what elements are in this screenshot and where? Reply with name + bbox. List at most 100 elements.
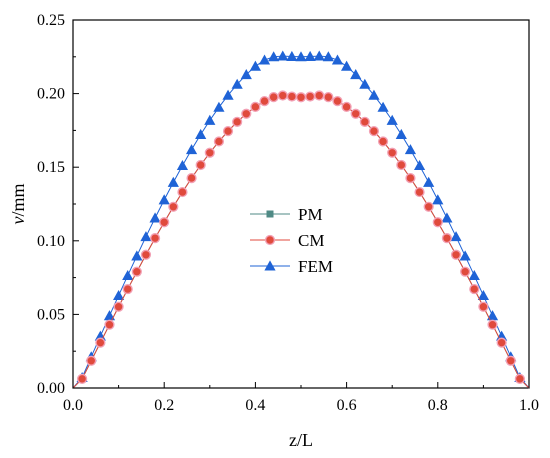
series-fem bbox=[72, 50, 530, 389]
data-point-fem bbox=[249, 60, 261, 71]
data-point-cm bbox=[186, 172, 197, 184]
data-point-cm bbox=[104, 319, 115, 330]
data-point-cm bbox=[259, 96, 270, 107]
data-point-fem bbox=[113, 289, 125, 301]
data-point-fem bbox=[486, 310, 499, 321]
data-point-fem bbox=[341, 60, 353, 71]
legend-swatch-marker bbox=[264, 234, 276, 246]
data-point-fem bbox=[386, 114, 398, 125]
y-tick-label: 0.10 bbox=[37, 233, 65, 250]
data-point-cm bbox=[159, 217, 170, 228]
data-point-fem bbox=[167, 176, 179, 187]
data-point-cm bbox=[213, 136, 225, 147]
data-point-fem bbox=[103, 310, 116, 321]
legend-item-cm: CM bbox=[250, 231, 324, 250]
legend-item-pm: PM bbox=[250, 205, 323, 224]
data-point-fem bbox=[468, 269, 480, 281]
x-tick-label: 1.0 bbox=[519, 397, 539, 414]
y-tick-label: 0.05 bbox=[37, 306, 65, 323]
data-point-fem bbox=[395, 128, 407, 140]
x-tick-label: 0.2 bbox=[154, 397, 174, 414]
data-point-fem bbox=[377, 101, 389, 112]
data-point-cm bbox=[232, 116, 243, 127]
data-point-cm bbox=[131, 266, 142, 277]
data-point-cm bbox=[368, 126, 380, 137]
data-point-fem bbox=[477, 289, 489, 301]
data-point-cm bbox=[86, 355, 97, 366]
data-point-cm bbox=[432, 217, 443, 228]
data-point-fem bbox=[185, 144, 198, 155]
data-point-cm bbox=[95, 337, 106, 348]
data-point-cm bbox=[241, 108, 252, 119]
data-point-cm bbox=[441, 233, 453, 244]
plot-area bbox=[72, 19, 530, 389]
data-point-cm bbox=[496, 337, 507, 348]
data-point-fem bbox=[459, 250, 471, 261]
data-point-cm bbox=[314, 90, 325, 101]
data-point-fem bbox=[158, 194, 170, 205]
data-point-fem bbox=[331, 54, 344, 65]
data-point-cm bbox=[478, 301, 489, 312]
x-tick-label: 0.6 bbox=[337, 397, 357, 414]
data-point-cm bbox=[405, 172, 416, 184]
data-point-cm bbox=[286, 91, 297, 102]
data-point-fem bbox=[122, 269, 134, 281]
legend-item-fem: FEM bbox=[250, 257, 333, 276]
data-point-cm bbox=[140, 249, 152, 260]
x-tick-label: 0.4 bbox=[245, 397, 265, 414]
data-point-cm bbox=[268, 92, 279, 103]
data-point-cm bbox=[469, 283, 480, 295]
y-axis-label: v/mm bbox=[8, 183, 28, 224]
x-tick-label: 0.8 bbox=[428, 397, 448, 414]
data-point-cm bbox=[423, 201, 434, 212]
data-point-fem bbox=[222, 89, 234, 100]
data-point-fem bbox=[304, 50, 316, 61]
data-point-fem bbox=[413, 159, 426, 171]
data-point-cm bbox=[168, 201, 179, 212]
data-point-cm bbox=[350, 108, 361, 119]
data-point-fem bbox=[286, 50, 298, 61]
data-point-fem bbox=[213, 101, 225, 112]
data-point-cm bbox=[250, 101, 261, 112]
y-axis-label-unit: /mm bbox=[8, 183, 28, 216]
data-point-fem bbox=[195, 128, 207, 140]
data-point-fem bbox=[140, 231, 152, 242]
series-cm bbox=[72, 90, 530, 389]
y-tick-label: 0.25 bbox=[37, 12, 65, 29]
data-point-fem bbox=[359, 78, 371, 89]
y-tick-label: 0.15 bbox=[37, 159, 65, 176]
data-point-cm bbox=[222, 126, 234, 137]
data-point-cm bbox=[359, 116, 370, 127]
legend-swatch-marker bbox=[266, 210, 274, 218]
data-point-fem bbox=[450, 231, 462, 242]
data-point-fem bbox=[176, 159, 189, 171]
legend-label: PM bbox=[298, 205, 323, 224]
data-point-fem bbox=[322, 51, 334, 62]
data-point-fem bbox=[131, 250, 143, 261]
data-point-fem bbox=[432, 194, 444, 205]
data-point-cm bbox=[295, 92, 307, 103]
data-point-cm bbox=[341, 101, 352, 112]
data-point-cm bbox=[195, 159, 206, 171]
data-point-cm bbox=[377, 136, 389, 147]
data-point-fem bbox=[295, 51, 307, 62]
data-point-cm bbox=[204, 147, 215, 158]
legend-swatch-marker bbox=[264, 260, 276, 271]
data-point-cm bbox=[277, 90, 288, 101]
data-point-fem bbox=[277, 50, 289, 61]
x-tick-label: 0.0 bbox=[63, 397, 83, 414]
data-point-cm bbox=[177, 186, 188, 198]
data-point-fem bbox=[404, 144, 417, 155]
data-point-fem bbox=[350, 69, 362, 80]
data-point-fem bbox=[258, 54, 271, 65]
data-point-cm bbox=[387, 147, 398, 158]
data-point-cm bbox=[149, 233, 161, 244]
legend-label: CM bbox=[298, 231, 324, 250]
data-point-cm bbox=[460, 266, 471, 277]
data-point-cm bbox=[323, 92, 334, 103]
data-point-cm bbox=[414, 186, 425, 198]
data-point-cm bbox=[487, 319, 498, 330]
data-point-fem bbox=[231, 78, 243, 89]
data-point-fem bbox=[268, 51, 280, 62]
data-point-cm bbox=[450, 249, 462, 260]
